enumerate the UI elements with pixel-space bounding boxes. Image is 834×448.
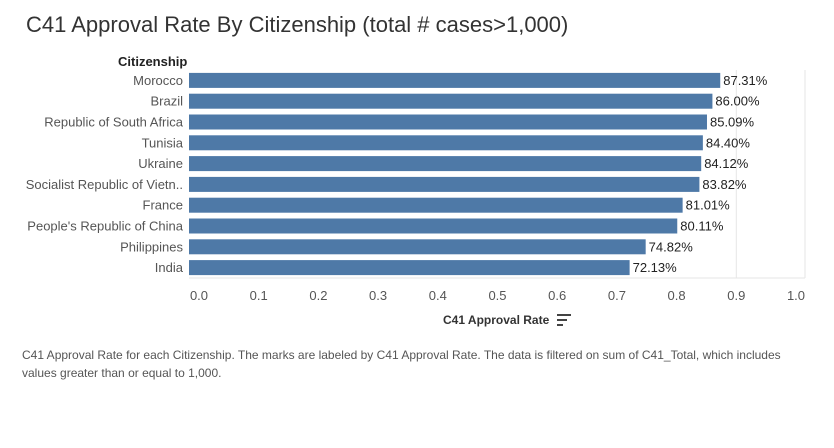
row-header: Citizenship <box>118 54 188 69</box>
category-label: Ukraine <box>138 156 183 171</box>
chart-title: C41 Approval Rate By Citizenship (total … <box>26 12 569 37</box>
category-label: Socialist Republic of Vietn.. <box>26 177 183 192</box>
x-tick-label: 0.7 <box>608 288 626 303</box>
x-tick-label: 0.3 <box>369 288 387 303</box>
x-axis-title: C41 Approval Rate <box>443 313 550 327</box>
bar <box>189 135 703 151</box>
bar <box>189 156 702 172</box>
bar-value-label: 84.12% <box>704 156 749 171</box>
bar-value-label: 74.82% <box>649 239 694 254</box>
x-tick-label: 0.5 <box>488 288 506 303</box>
category-label: Philippines <box>120 239 183 254</box>
bar <box>189 72 721 88</box>
bar <box>189 93 713 109</box>
category-label: Tunisia <box>142 135 184 150</box>
x-tick-label: 0.9 <box>727 288 745 303</box>
bar-value-label: 85.09% <box>710 115 755 130</box>
category-label: Brazil <box>150 94 183 109</box>
x-tick-label: 0.1 <box>250 288 268 303</box>
x-tick-label: 1.0 <box>787 288 805 303</box>
bar <box>189 176 700 192</box>
x-tick-label: 0.2 <box>309 288 327 303</box>
x-tick-label: 0.0 <box>190 288 208 303</box>
chart-caption: C41 Approval Rate for each Citizenship. … <box>22 348 781 380</box>
category-label: India <box>155 260 184 275</box>
category-label: People's Republic of China <box>27 219 183 234</box>
bar-value-label: 72.13% <box>633 260 678 275</box>
bar <box>189 218 678 234</box>
bar-value-label: 87.31% <box>723 73 768 88</box>
bar <box>189 197 683 213</box>
category-label: France <box>143 198 183 213</box>
x-tick-label: 0.8 <box>668 288 686 303</box>
bar <box>189 114 707 130</box>
bar-value-label: 80.11% <box>680 219 724 234</box>
bar <box>189 239 646 255</box>
sort-descending-icon[interactable] <box>557 314 571 326</box>
category-label: Morocco <box>133 73 183 88</box>
bar-value-label: 86.00% <box>715 94 760 109</box>
bar-chart: Morocco 87.31% Brazil 86.00% Republic of Sou… <box>26 70 806 303</box>
bar <box>189 260 630 276</box>
bar-value-label: 84.40% <box>706 135 751 150</box>
x-tick-label: 0.4 <box>429 288 447 303</box>
category-label: Republic of South Africa <box>44 115 184 130</box>
bar-value-label: 83.82% <box>702 177 747 192</box>
bar-value-label: 81.01% <box>686 198 731 213</box>
x-tick-label: 0.6 <box>548 288 566 303</box>
